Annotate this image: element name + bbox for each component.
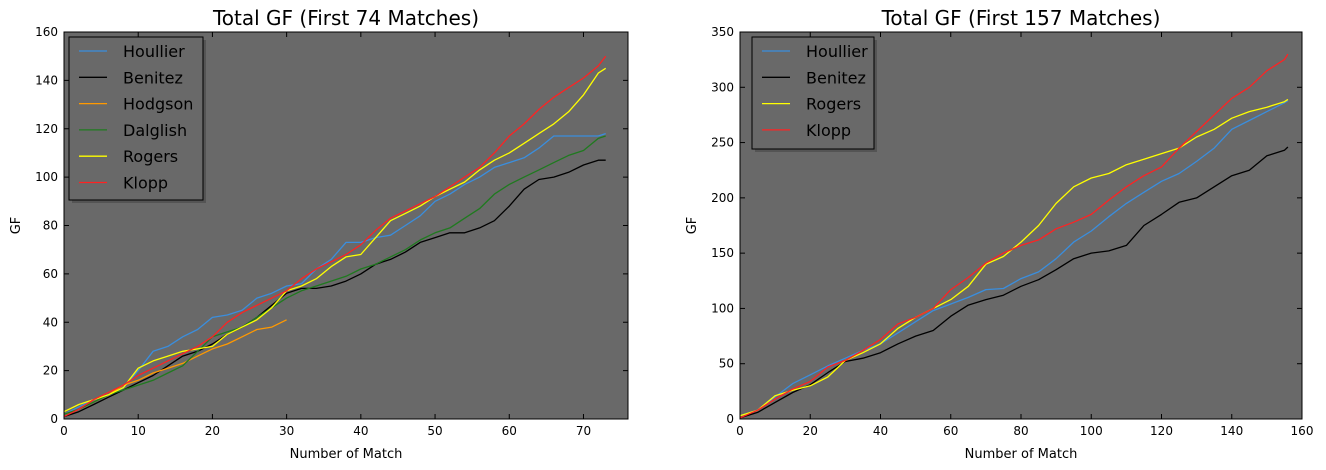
x-tick-label: 10 xyxy=(131,424,146,438)
x-tick-label: 160 xyxy=(1291,424,1314,438)
chart-2: 0 20 40 60 80 100 120 140 160 0 50 100 150 200 250 300 3… xyxy=(685,6,1313,462)
y-tick-label: 0 xyxy=(50,412,58,426)
x-tick-label: 40 xyxy=(873,424,888,438)
x-tick-label: 100 xyxy=(1080,424,1103,438)
legend-label-hodgson: Hodgson xyxy=(123,95,193,114)
x-axis-label: Number of Match xyxy=(965,447,1078,462)
y-tick-label: 250 xyxy=(711,136,734,150)
x-tick-label: 30 xyxy=(279,424,294,438)
x-tick-label: 60 xyxy=(943,424,958,438)
legend: Houllier Benitez Rogers Klopp xyxy=(751,36,877,152)
y-tick-label: 120 xyxy=(35,122,58,136)
series-line-klopp xyxy=(63,55,607,418)
legend-box xyxy=(68,36,204,201)
y-tick-label: 40 xyxy=(43,315,58,329)
y-tick-label: 200 xyxy=(711,191,734,205)
legend-label-rogers: Rogers xyxy=(123,147,178,166)
x-axis-label: Number of Match xyxy=(290,447,403,462)
series-line-houllier xyxy=(739,100,1289,417)
legend: Houllier Benitez Hodgson Dalglish Rogers Klop… xyxy=(68,36,206,203)
y-tick-label: 100 xyxy=(35,170,58,184)
legend-label-dalglish: Dalglish xyxy=(123,121,187,140)
x-tick-label: 20 xyxy=(803,424,818,438)
x-tick-label: 120 xyxy=(1150,424,1173,438)
x-tick-label: 80 xyxy=(1013,424,1028,438)
legend-label-rogers: Rogers xyxy=(806,95,861,114)
y-tick-label: 300 xyxy=(711,80,734,94)
chart-1: 0 10 20 30 40 50 60 70 0 20 40 60 80 100 120 140 160 Tota… xyxy=(9,6,629,462)
y-axis-label: GF xyxy=(685,217,700,235)
x-tick-label: 50 xyxy=(427,424,442,438)
y-tick-label: 350 xyxy=(711,25,734,39)
x-tick-label: 0 xyxy=(736,424,744,438)
series-line-rogers xyxy=(63,67,607,413)
y-tick-label: 50 xyxy=(719,357,734,371)
series-line-klopp xyxy=(739,53,1289,419)
chart-title: Total GF (First 157 Matches) xyxy=(881,6,1161,30)
y-axis-label: GF xyxy=(9,217,24,235)
y-tick-label: 60 xyxy=(43,267,58,281)
y-tick-label: 0 xyxy=(726,412,734,426)
legend-label-benitez: Benitez xyxy=(123,68,183,87)
y-tick-label: 150 xyxy=(711,246,734,260)
series-line-dalglish xyxy=(63,135,606,415)
legend-label-klopp: Klopp xyxy=(123,174,168,193)
y-tick-label: 140 xyxy=(35,73,58,87)
chart-title: Total GF (First 74 Matches) xyxy=(212,6,479,30)
legend-label-klopp: Klopp xyxy=(806,121,851,140)
x-tick-label: 0 xyxy=(60,424,68,438)
x-tick-label: 140 xyxy=(1220,424,1243,438)
series-line-benitez xyxy=(63,159,606,418)
y-tick-label: 20 xyxy=(43,364,58,378)
legend-label-houllier: Houllier xyxy=(806,42,868,61)
x-tick-label: 40 xyxy=(353,424,368,438)
legend-label-benitez: Benitez xyxy=(806,68,866,87)
y-tick-label: 80 xyxy=(43,219,58,233)
x-tick-label: 70 xyxy=(576,424,591,438)
legend-label-houllier: Houllier xyxy=(123,42,185,61)
y-tick-label: 160 xyxy=(35,25,58,39)
x-tick-label: 60 xyxy=(502,424,517,438)
series-line-houllier xyxy=(63,132,606,415)
y-tick-label: 100 xyxy=(711,301,734,315)
series-line-rogers xyxy=(739,98,1289,417)
x-tick-label: 20 xyxy=(205,424,220,438)
series-line-benitez xyxy=(739,146,1289,419)
